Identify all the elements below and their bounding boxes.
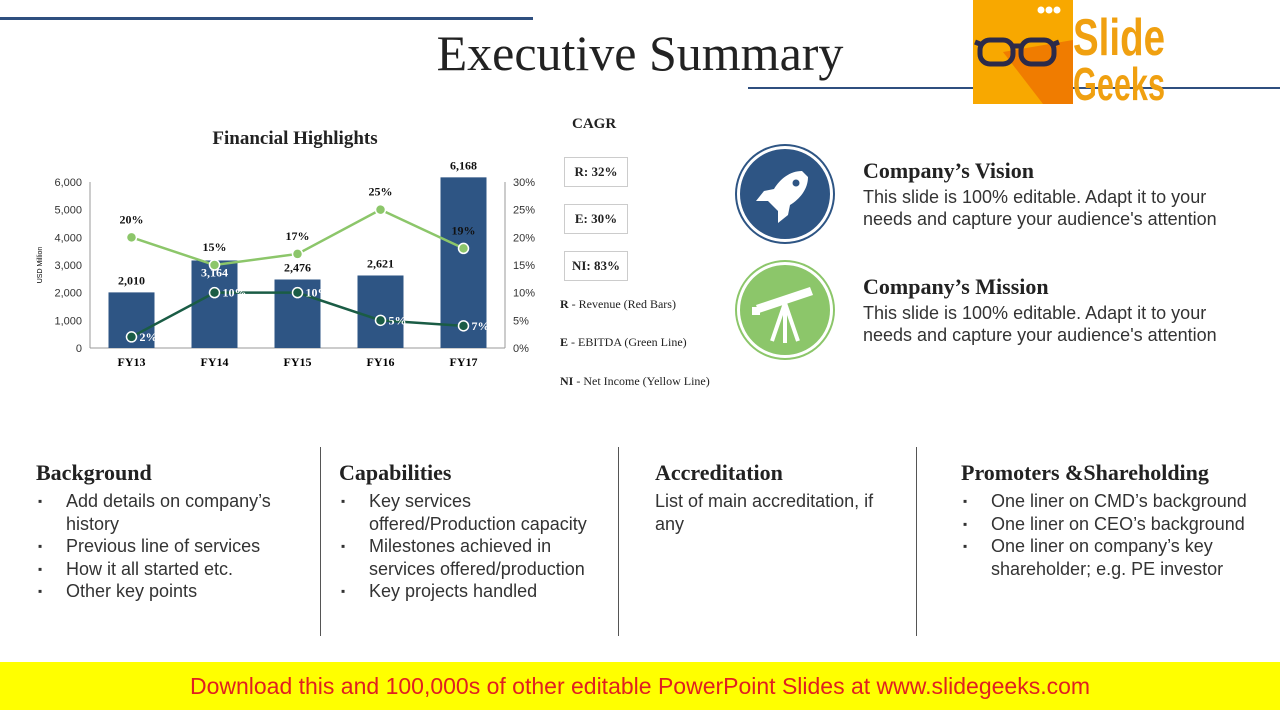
y2-tick-label: 30% [513, 177, 535, 189]
list-item: Previous line of services [36, 535, 306, 558]
cagr-ebitda: E: 30% [564, 204, 628, 234]
y-tick-label: 6,000 [54, 177, 82, 189]
y2-tick-label: 10% [513, 288, 535, 300]
y-tick-label: 3,000 [54, 260, 82, 272]
net-income-label: 5% [389, 313, 407, 327]
slidegeeks-logo: Slide Geeks [973, 0, 1165, 104]
section-title: Promoters &Shareholding [961, 460, 1209, 485]
section-title: Background [36, 460, 152, 485]
mission-text: This slide is 100% editable. Adapt it to… [863, 303, 1217, 345]
bar-label: 2,010 [118, 273, 145, 287]
accreditation-section: Accreditation List of main accreditation… [655, 460, 895, 535]
x-tick-label: FY17 [450, 355, 478, 369]
ebitda-point [208, 259, 221, 271]
section-title: Capabilities [339, 460, 452, 485]
top-accent-line [0, 17, 533, 20]
y-tick-label: 4,000 [54, 232, 82, 244]
x-tick-label: FY15 [284, 355, 312, 369]
y2-tick-label: 5% [513, 315, 529, 327]
net-income-point [457, 320, 470, 332]
x-tick-label: FY14 [201, 355, 229, 369]
vision-text: This slide is 100% editable. Adapt it to… [863, 187, 1217, 229]
logo-text-slide: Slide [1073, 9, 1165, 67]
vision-title: Company’s Vision [863, 158, 1034, 183]
bar-label: 3,164 [201, 265, 228, 279]
net-income-label: 10% [306, 286, 330, 300]
legend-revenue: R - Revenue (Red Bars) [560, 297, 676, 311]
legend-net-income: NI - Net Income (Yellow Line) [560, 374, 710, 388]
net-income-label: 2% [140, 330, 158, 344]
bar-label: 2,476 [284, 260, 311, 274]
list-item: Key services offered/Production capacity [339, 490, 609, 535]
y2-tick-label: 0% [513, 343, 529, 355]
list-item: One liner on CMD’s background [961, 490, 1251, 513]
list-item: How it all started etc. [36, 558, 306, 581]
list-item: Add details on company’s history [36, 490, 306, 535]
background-section: Background Add details on company’s hist… [36, 460, 306, 603]
rocket-icon [737, 146, 833, 242]
ebitda-label: 15% [203, 240, 227, 254]
net-income-label: 7% [472, 319, 490, 333]
bar-label: 2,621 [367, 256, 394, 270]
y2-tick-label: 20% [513, 232, 535, 244]
list-item: Milestones achieved in services offered/… [339, 535, 609, 580]
list-item: One liner on company’s key shareholder; … [961, 535, 1251, 580]
x-tick-label: FY16 [367, 355, 395, 369]
net-income-point [208, 286, 221, 299]
bar-FY14 [191, 260, 238, 348]
y-tick-label: 5,000 [54, 205, 82, 217]
ebitda-label: 20% [120, 212, 144, 226]
ebitda-point [291, 248, 304, 260]
list-item: One liner on CEO’s background [961, 513, 1251, 536]
y-axis-label: USD Million [37, 247, 44, 284]
x-tick-label: FY13 [118, 355, 146, 369]
bar-label: 6,168 [450, 160, 477, 172]
divider [320, 447, 321, 636]
ebitda-point [374, 203, 387, 216]
y-tick-label: 2,000 [54, 288, 82, 300]
accreditation-text: List of main accreditation, if any [655, 491, 874, 534]
ebitda-label: 17% [286, 229, 310, 243]
ebitda-label: 19% [452, 223, 476, 237]
y2-tick-label: 15% [513, 260, 535, 272]
legend-ebitda: E - EBITDA (Green Line) [560, 335, 687, 349]
net-income-point [125, 331, 138, 343]
promoters-section: Promoters &Shareholding One liner on CMD… [961, 460, 1251, 580]
financial-chart: 0 1,000 2,000 3,000 4,000 5,000 6,000 0% 5% 10% 15… [37, 160, 535, 369]
y-tick-label: 0 [76, 343, 82, 355]
logo-text-geeks: Geeks [1073, 58, 1165, 104]
ebitda-point [125, 231, 138, 244]
download-banner[interactable]: Download this and 100,000s of other edit… [0, 662, 1280, 710]
list-item: Key projects handled [339, 580, 609, 603]
chart-title: Financial Highlights [212, 128, 378, 149]
divider [916, 447, 917, 636]
cagr-title: CAGR [572, 116, 617, 132]
divider [618, 447, 619, 636]
ebitda-point [457, 242, 470, 255]
ebitda-label: 25% [369, 185, 393, 199]
page-title: Executive Summary [436, 25, 844, 81]
section-title: Accreditation [655, 460, 783, 485]
y-tick-label: 1,000 [54, 315, 82, 327]
telescope-icon [737, 262, 833, 358]
net-income-point [291, 286, 304, 299]
cagr-revenue: R: 32% [564, 157, 628, 187]
y2-tick-label: 25% [513, 205, 535, 217]
bar-FY17 [440, 177, 487, 348]
bar-FY16 [357, 275, 404, 348]
net-income-label: 10% [223, 286, 247, 300]
capabilities-section: Capabilities Key services offered/Produc… [339, 460, 609, 603]
list-item: Other key points [36, 580, 306, 603]
mission-title: Company’s Mission [863, 274, 1049, 299]
net-income-point [374, 314, 387, 327]
cagr-net-income: NI: 83% [564, 251, 628, 281]
